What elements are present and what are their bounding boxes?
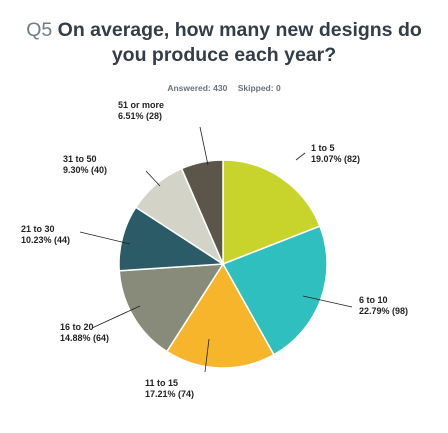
slice-label-3: 11 to 15 (145, 378, 178, 388)
slice-label-6: 31 to 50 (63, 154, 97, 164)
slice-label-7: 51 or more (118, 100, 164, 110)
leader-line-1 (295, 152, 306, 161)
slice-value-2: 22.79% (98) (359, 306, 408, 316)
slice-label-2: 6 to 10 (359, 295, 388, 305)
leader-line-4 (91, 305, 141, 329)
leader-line-7 (199, 126, 209, 166)
leader-line-5 (79, 231, 131, 245)
slice-label-1: 1 to 5 (311, 143, 335, 153)
response-summary: Answered: 430 Skipped: 0 (0, 83, 448, 93)
pie-slice-1 (222, 159, 321, 266)
question-number: Q5 (26, 19, 53, 41)
pie-slice-4 (118, 263, 225, 353)
slice-label-5: 21 to 30 (21, 224, 55, 234)
slice-value-7: 6.51% (28) (118, 111, 162, 121)
pie-slice-2 (221, 225, 328, 356)
leader-line-6 (145, 170, 161, 187)
leader-line-2 (302, 295, 353, 308)
slice-value-1: 19.07% (82) (311, 154, 360, 164)
slice-label-4: 16 to 20 (60, 322, 94, 332)
pie-slice-3 (165, 262, 275, 369)
slice-value-5: 10.23% (44) (21, 235, 70, 245)
answered-count: Answered: 430 (167, 83, 228, 93)
slice-value-6: 9.30% (40) (63, 165, 107, 175)
skipped-count: Skipped: 0 (237, 83, 281, 93)
question-title: Q5 On average, how many new designs do y… (0, 18, 448, 68)
leader-line-3 (204, 338, 210, 373)
question-text-line2: you produce each year? (111, 44, 337, 66)
slice-value-4: 14.88% (64) (60, 333, 109, 343)
question-text-line1: On average, how many new designs do (57, 19, 422, 41)
pie-slice-7 (180, 159, 224, 265)
slice-value-3: 17.21% (74) (145, 389, 194, 399)
